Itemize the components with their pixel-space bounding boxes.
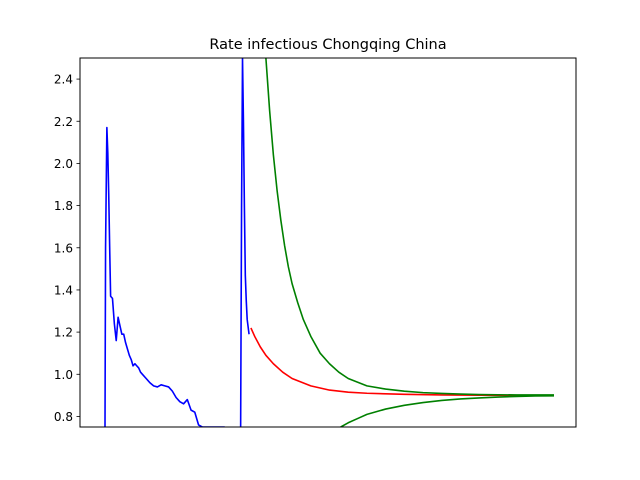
series-line-4 (340, 394, 555, 427)
y-tick-label: 0.8 (54, 410, 73, 424)
series-line-0 (104, 126, 225, 427)
y-tick-label: 1.0 (54, 368, 73, 382)
series-line-2 (250, 327, 554, 397)
y-tick-label: 2.2 (54, 115, 73, 129)
y-axis: 0.8 1.0 1.2 1.4 1.6 1.8 2.0 2.2 2.4 (54, 73, 80, 424)
chart-title: Rate infectious Chongqing China (209, 37, 446, 53)
series-line-3 (265, 58, 554, 396)
y-tick-label: 2.4 (54, 73, 73, 87)
y-tick-label: 1.2 (54, 326, 73, 340)
y-tick-label: 1.4 (54, 283, 73, 297)
series-line-1 (239, 58, 250, 427)
plot-frame (79, 57, 577, 428)
series-layer (104, 58, 555, 427)
y-tick-label: 1.8 (54, 199, 73, 213)
y-tick-label: 1.6 (54, 241, 73, 255)
y-tick-label: 2.0 (54, 157, 73, 171)
